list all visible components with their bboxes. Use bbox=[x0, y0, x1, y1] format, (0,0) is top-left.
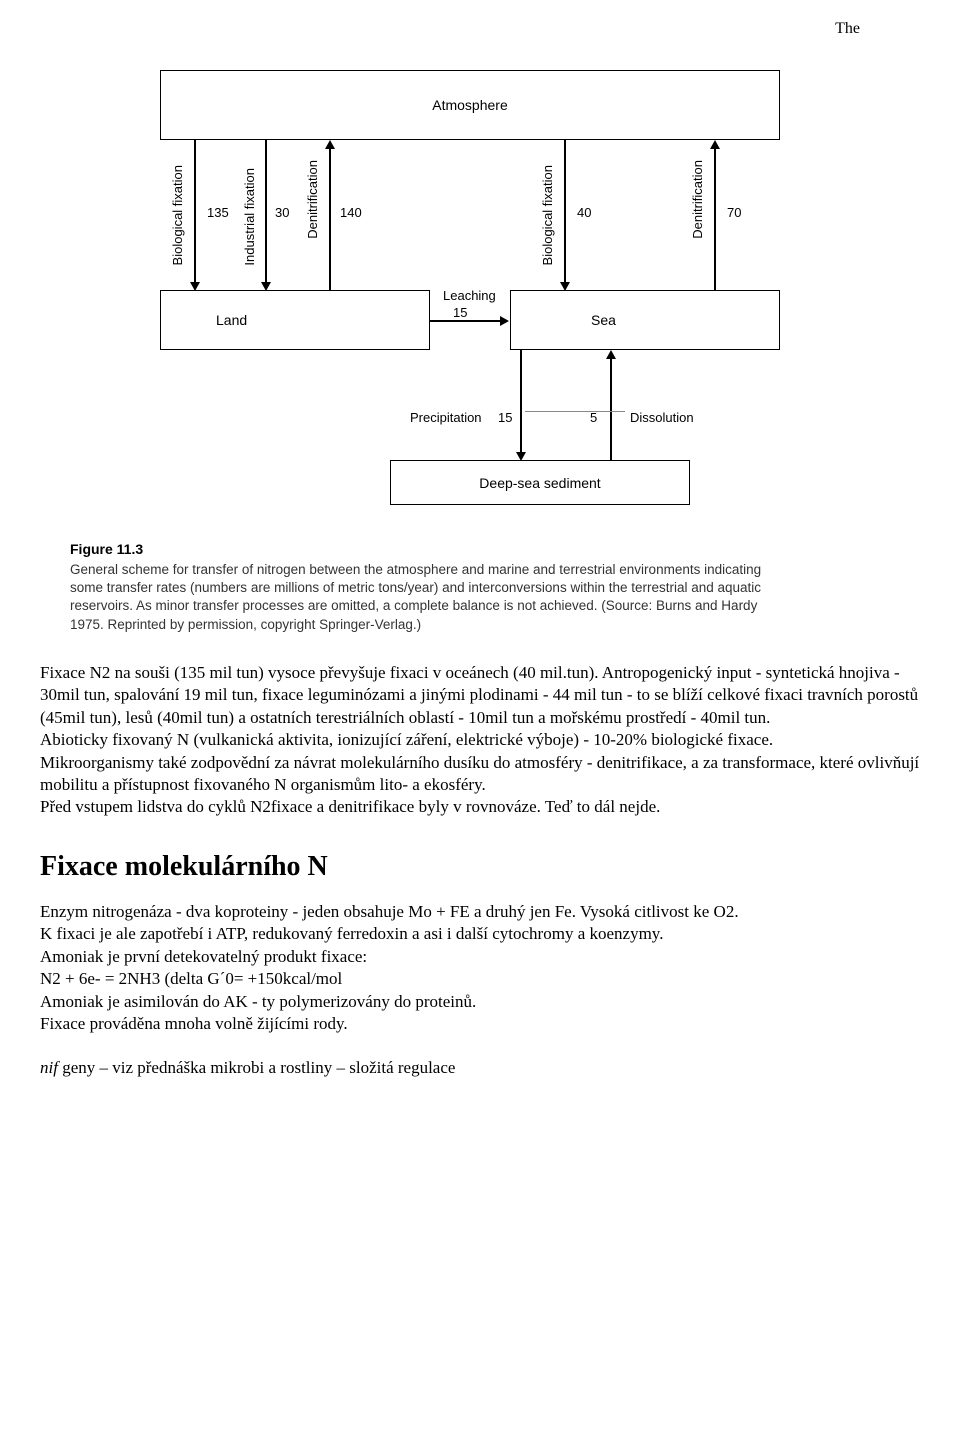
node-sediment-label: Deep-sea sediment bbox=[479, 475, 600, 491]
arrow-dissol bbox=[610, 356, 612, 460]
node-sea: Sea bbox=[510, 290, 780, 350]
node-atmosphere-label: Atmosphere bbox=[432, 97, 507, 113]
arrow-precip bbox=[520, 350, 522, 458]
arrow-leaching bbox=[430, 320, 502, 322]
label-precip: Precipitation bbox=[410, 410, 482, 425]
arrowhead-bio-fix-land bbox=[190, 282, 200, 291]
label-denit-land: Denitrification bbox=[305, 160, 320, 239]
value-bio-fix-sea: 40 bbox=[577, 205, 591, 220]
paragraph-b1: Enzym nitrogenáza - dva koproteiny - jed… bbox=[40, 901, 920, 923]
label-denit-sea: Denitrification bbox=[690, 160, 705, 239]
paragraph-b2: K fixaci je ale zapotřebí i ATP, redukov… bbox=[40, 923, 920, 945]
cropped-text-fragment: The bbox=[835, 20, 860, 38]
footer-italic-prefix: nif bbox=[40, 1058, 62, 1077]
figure-label: Figure 11.3 bbox=[70, 540, 790, 559]
label-bio-fix-sea: Biological fixation bbox=[540, 165, 555, 265]
arrow-ind-fix bbox=[265, 140, 267, 288]
section-heading: Fixace molekulárního N bbox=[40, 851, 920, 883]
value-bio-fix-land: 135 bbox=[207, 205, 229, 220]
body-paragraph-group-2: Enzym nitrogenáza - dva koproteiny - jed… bbox=[40, 901, 920, 1036]
node-sediment: Deep-sea sediment bbox=[390, 460, 690, 505]
arrowhead-leaching bbox=[500, 316, 509, 326]
value-leaching: 15 bbox=[453, 305, 467, 320]
paragraph-1: Fixace N2 na souši (135 mil tun) vysoce … bbox=[40, 662, 920, 729]
value-denit-land: 140 bbox=[340, 205, 362, 220]
arrowhead-ind-fix bbox=[261, 282, 271, 291]
arrowhead-denit-land bbox=[325, 140, 335, 149]
arrow-bio-fix-land bbox=[194, 140, 196, 288]
arrowhead-bio-fix-sea bbox=[560, 282, 570, 291]
node-land: Land bbox=[160, 290, 430, 350]
paragraph-3: Mikroorganismy také zodpovědní za návrat… bbox=[40, 752, 920, 797]
paragraph-b3: Amoniak je první detekovatelný produkt f… bbox=[40, 946, 920, 968]
figure-caption-text: General scheme for transfer of nitrogen … bbox=[70, 562, 761, 632]
node-land-label: Land bbox=[216, 312, 247, 328]
nitrogen-transfer-diagram: The Atmosphere Land Sea Deep-sea sedimen… bbox=[70, 30, 830, 530]
value-denit-sea: 70 bbox=[727, 205, 741, 220]
footer-line: nif geny – viz přednáška mikrobi a rostl… bbox=[40, 1057, 920, 1079]
arrow-denit-sea bbox=[714, 148, 716, 290]
arrowhead-precip bbox=[516, 452, 526, 461]
footer-rest: geny – viz přednáška mikrobi a rostliny … bbox=[62, 1058, 455, 1077]
label-dissol: Dissolution bbox=[630, 410, 694, 425]
paragraph-4: Před vstupem lidstva do cyklů N2fixace a… bbox=[40, 796, 920, 818]
paragraph-b6: Fixace prováděna mnoha volně žijícími ro… bbox=[40, 1013, 920, 1035]
sep-line bbox=[525, 411, 625, 412]
paragraph-b5: Amoniak je asimilován do AK - ty polymer… bbox=[40, 991, 920, 1013]
arrow-denit-land bbox=[329, 148, 331, 290]
value-ind-fix: 30 bbox=[275, 205, 289, 220]
figure-caption: Figure 11.3 General scheme for transfer … bbox=[70, 540, 790, 634]
body-paragraph-group-1: Fixace N2 na souši (135 mil tun) vysoce … bbox=[40, 662, 920, 819]
value-dissol: 5 bbox=[590, 410, 597, 425]
arrowhead-dissol bbox=[606, 350, 616, 359]
paragraph-2: Abioticky fixovaný N (vulkanická aktivit… bbox=[40, 729, 920, 751]
paragraph-b4: N2 + 6e- = 2NH3 (delta G´0= +150kcal/mol bbox=[40, 968, 920, 990]
arrowhead-denit-sea bbox=[710, 140, 720, 149]
node-sea-label: Sea bbox=[591, 312, 616, 328]
node-atmosphere: Atmosphere bbox=[160, 70, 780, 140]
label-bio-fix-land: Biological fixation bbox=[170, 165, 185, 265]
arrow-bio-fix-sea bbox=[564, 140, 566, 288]
label-leaching: Leaching bbox=[443, 288, 496, 303]
value-precip: 15 bbox=[498, 410, 512, 425]
label-ind-fix: Industrial fixation bbox=[242, 168, 257, 266]
